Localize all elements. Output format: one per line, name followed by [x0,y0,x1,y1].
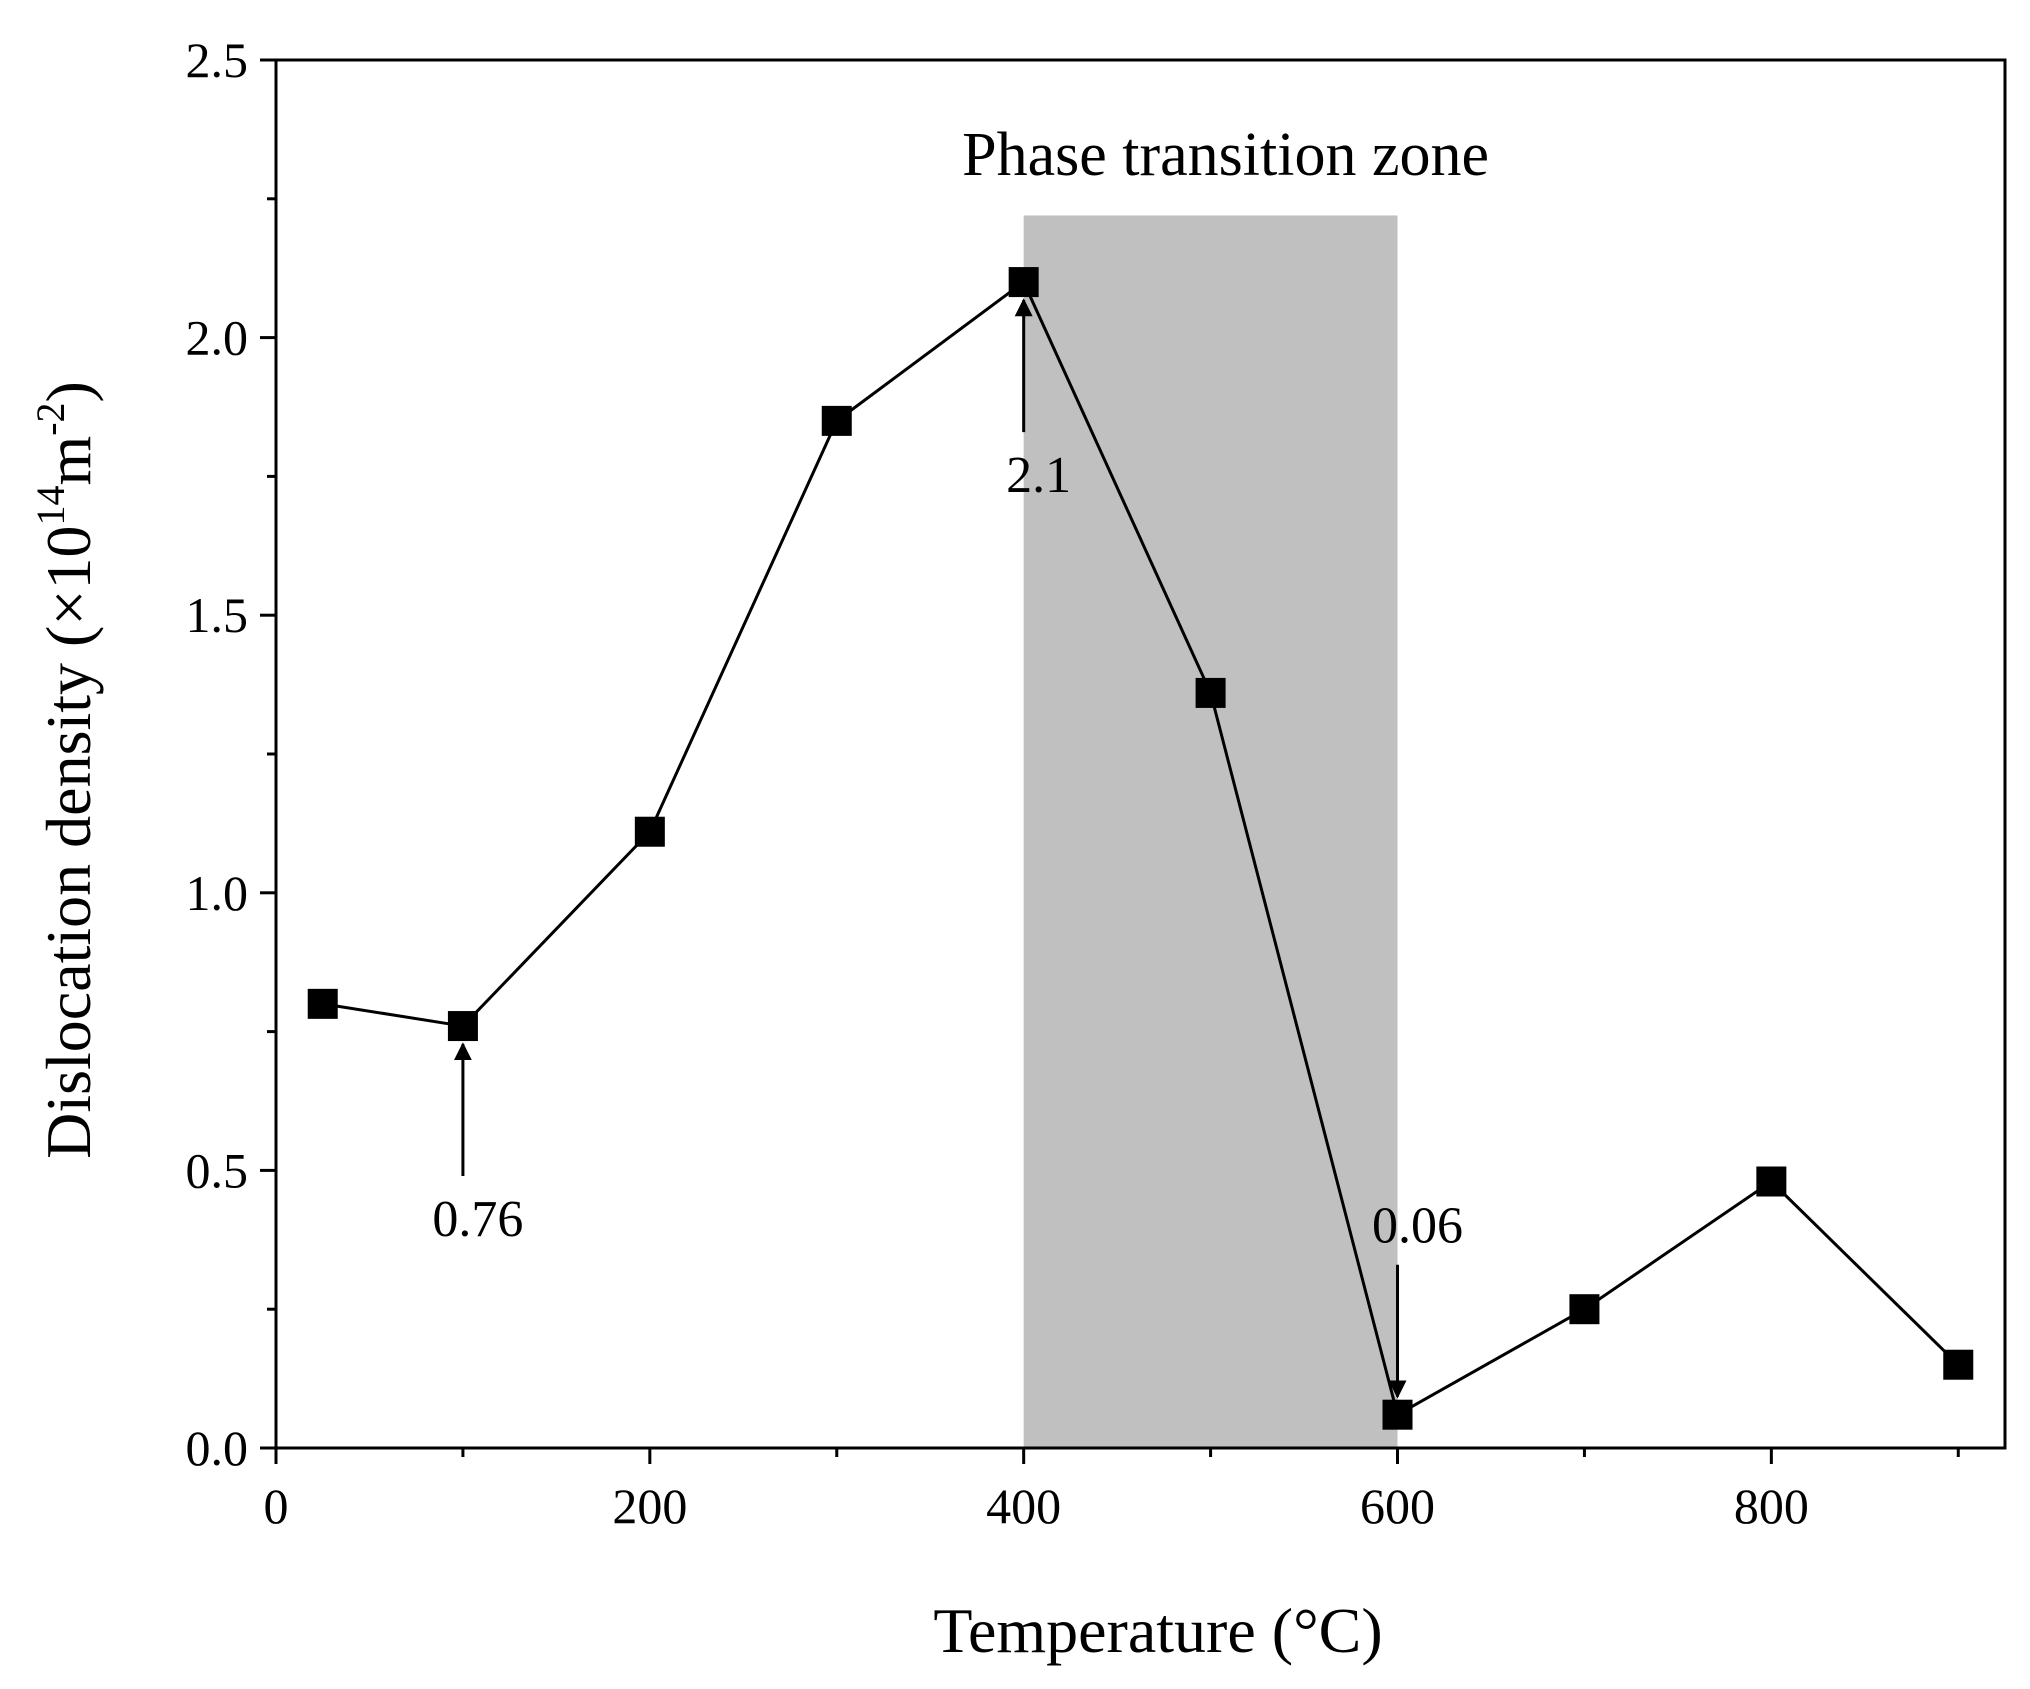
x-tick-label: 600 [1360,1478,1435,1534]
data-point-marker [1195,677,1226,708]
data-point-marker [1382,1399,1413,1430]
annotation-label: 0.76 [432,1191,523,1248]
y-axis-title-sup1: 14 [28,486,73,526]
x-tick-label: 200 [612,1478,687,1534]
y-tick-label: 2.5 [186,32,249,88]
series-line [322,279,1960,1417]
data-point-marker [634,816,665,847]
data-point-marker [447,1011,478,1042]
plot-frame [274,58,2007,1450]
x-tick-label: 800 [1734,1478,1809,1534]
x-tick-label: 0 [264,1478,289,1534]
y-tick-label: 1.0 [186,865,249,921]
y-axis-title-end: ) [33,381,104,402]
phase-transition-zone-label: Phase transition zone [962,121,1489,189]
y-axis-title: Dislocation density (×1014m-2) [28,381,104,1159]
x-axis-title: Temperature (°C) [933,1595,1382,1666]
data-point-marker [821,405,852,436]
phase-transition-zone [1023,215,1398,1448]
y-axis-title-main: Dislocation density (×10 [33,526,104,1159]
data-point-marker [1756,1166,1787,1197]
y-axis-title-unit: m [33,436,104,486]
y-tick-label: 1.5 [186,587,249,643]
annotation-label: 0.06 [1372,1198,1463,1255]
data-point-marker [307,988,338,1019]
y-tick-label: 2.0 [186,310,249,366]
annotation-label: 2.1 [1006,447,1071,504]
data-point-marker [1943,1349,1974,1380]
y-tick-label: 0.0 [186,1420,249,1476]
y-axis-title-sup2: -2 [28,402,73,435]
y-tick-label: 0.5 [186,1142,249,1198]
x-tick-label: 400 [986,1478,1061,1534]
data-point-marker [1008,267,1039,298]
data-point-marker [1569,1294,1600,1325]
